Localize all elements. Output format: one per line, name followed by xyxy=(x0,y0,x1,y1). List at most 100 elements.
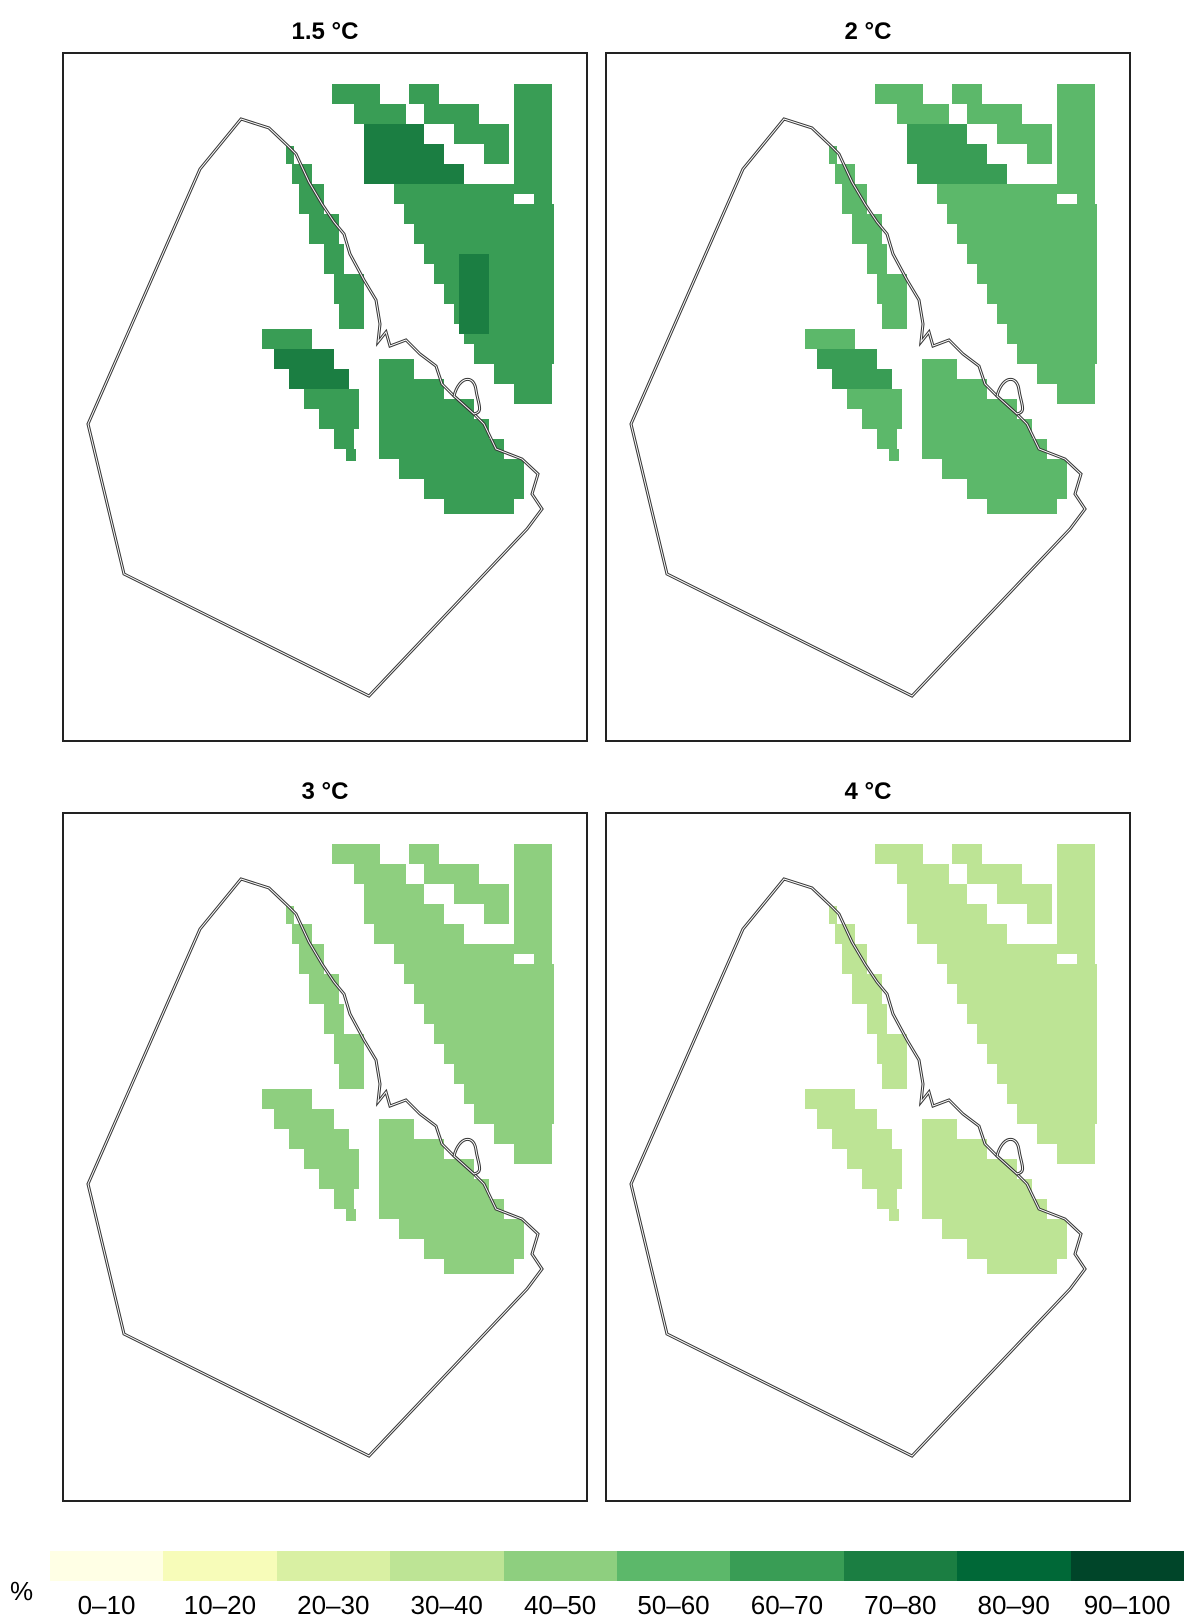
grid-cell xyxy=(952,84,982,104)
grid-cell xyxy=(907,884,967,904)
grid-cell xyxy=(484,904,509,924)
legend-swatch xyxy=(617,1551,731,1581)
map-panel-3 xyxy=(62,812,588,1502)
grid-cell xyxy=(414,224,554,244)
grid-cell xyxy=(877,1189,897,1209)
legend-label: 0–10 xyxy=(77,1590,136,1620)
grid-cell xyxy=(997,124,1052,144)
grid-cell xyxy=(379,439,504,459)
region-outline-inner xyxy=(87,878,543,1457)
grid-cell xyxy=(444,499,514,514)
grid-cell xyxy=(1007,324,1097,344)
grid-cell xyxy=(424,1004,554,1024)
grid-cell xyxy=(967,864,1022,884)
grid-cell xyxy=(997,304,1097,324)
grid-cell xyxy=(805,329,855,349)
grid-cell xyxy=(394,944,514,964)
legend-label: 40–50 xyxy=(523,1590,597,1620)
grid-cell xyxy=(364,124,409,184)
grid-cell xyxy=(454,1064,554,1084)
legend-label: 80–90 xyxy=(977,1590,1050,1620)
legend-swatch xyxy=(730,1551,844,1581)
grid-cell xyxy=(394,184,514,204)
grid-cell xyxy=(977,264,1097,284)
grid-cell xyxy=(319,409,359,429)
grid-cell xyxy=(937,184,1057,204)
grid-cell xyxy=(805,1089,855,1109)
grid-cell xyxy=(514,84,552,194)
grid-cell xyxy=(354,864,406,884)
panel-title-3: 3 °C xyxy=(301,778,349,805)
grid-cell xyxy=(399,459,524,479)
grid-cell xyxy=(875,84,923,104)
grid-cell xyxy=(332,84,380,104)
grid-cell xyxy=(379,1179,489,1199)
grid-cell xyxy=(1007,1084,1097,1104)
grid-cell xyxy=(852,214,882,244)
grid-cell xyxy=(882,304,907,329)
grid-cell xyxy=(967,104,1022,124)
legend-swatch xyxy=(503,1551,618,1581)
grid-cell xyxy=(997,1064,1097,1084)
grid-cell xyxy=(274,1109,334,1129)
grid-cell xyxy=(364,904,444,924)
probability-cells xyxy=(805,844,1097,1274)
grid-cell xyxy=(922,439,1047,459)
legend-swatch xyxy=(1070,1551,1184,1581)
grid-cell xyxy=(514,844,552,954)
grid-cell xyxy=(877,429,897,449)
grid-cell xyxy=(947,204,1097,224)
grid-cell xyxy=(922,399,1017,419)
grid-cell xyxy=(862,409,902,429)
grid-cell xyxy=(534,954,552,1164)
grid-cell xyxy=(957,224,1097,244)
grid-cell xyxy=(922,419,1032,439)
grid-cell xyxy=(424,1239,524,1259)
grid-cell xyxy=(379,399,474,419)
grid-cell xyxy=(942,459,1067,479)
grid-cell xyxy=(889,1209,899,1221)
grid-cell xyxy=(875,844,923,864)
grid-cell xyxy=(319,1169,359,1189)
grid-cell xyxy=(334,1034,364,1064)
grid-cell xyxy=(987,499,1057,514)
grid-cell xyxy=(379,359,414,379)
grid-cell xyxy=(877,1034,907,1064)
legend-swatch xyxy=(957,1551,1071,1581)
grid-cell xyxy=(987,1044,1097,1064)
grid-cell xyxy=(997,884,1052,904)
bay-outline-inner xyxy=(996,379,1024,415)
grid-cell xyxy=(1057,84,1095,194)
legend-swatch xyxy=(276,1551,391,1581)
grid-cell xyxy=(424,479,524,499)
grid-cell xyxy=(922,1119,957,1139)
grid-cell xyxy=(334,1189,354,1209)
grid-cell xyxy=(922,1139,987,1159)
grid-cell xyxy=(304,1149,359,1169)
grid-cell xyxy=(917,164,1007,184)
legend-swatch xyxy=(843,1551,958,1581)
map-canvas xyxy=(629,84,1097,698)
grid-cell xyxy=(289,1129,349,1149)
grid-cell xyxy=(414,984,554,1004)
grid-cell xyxy=(1057,844,1095,954)
grid-cell xyxy=(942,1219,1067,1239)
grid-cell xyxy=(286,146,294,164)
grid-cell xyxy=(967,479,1067,499)
grid-cell xyxy=(364,884,424,904)
grid-cell xyxy=(339,1064,364,1089)
grid-cell xyxy=(922,359,957,379)
map-panel-2 xyxy=(605,52,1131,742)
map-canvas xyxy=(86,844,554,1458)
grid-cell xyxy=(454,124,509,144)
legend-label: 60–70 xyxy=(750,1590,824,1620)
grid-cell xyxy=(534,194,552,404)
grid-cell xyxy=(967,1239,1067,1259)
grid-cell xyxy=(957,984,1097,1004)
grid-cell xyxy=(379,1159,474,1179)
grid-cell xyxy=(309,214,339,244)
grid-cell xyxy=(309,974,339,1004)
grid-cell xyxy=(374,924,464,944)
grid-cell xyxy=(409,844,439,864)
grid-cell xyxy=(464,1084,554,1104)
